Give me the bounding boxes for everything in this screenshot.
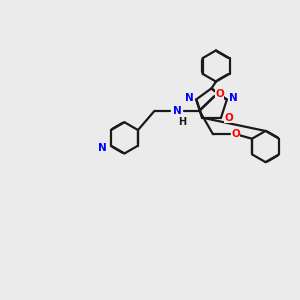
Text: O: O xyxy=(215,89,224,99)
Text: O: O xyxy=(231,129,240,139)
Text: O: O xyxy=(224,112,233,123)
Text: N: N xyxy=(98,143,107,153)
Text: N: N xyxy=(229,93,238,103)
Text: N: N xyxy=(185,93,194,103)
Text: H: H xyxy=(178,117,187,127)
Text: N: N xyxy=(172,106,182,116)
